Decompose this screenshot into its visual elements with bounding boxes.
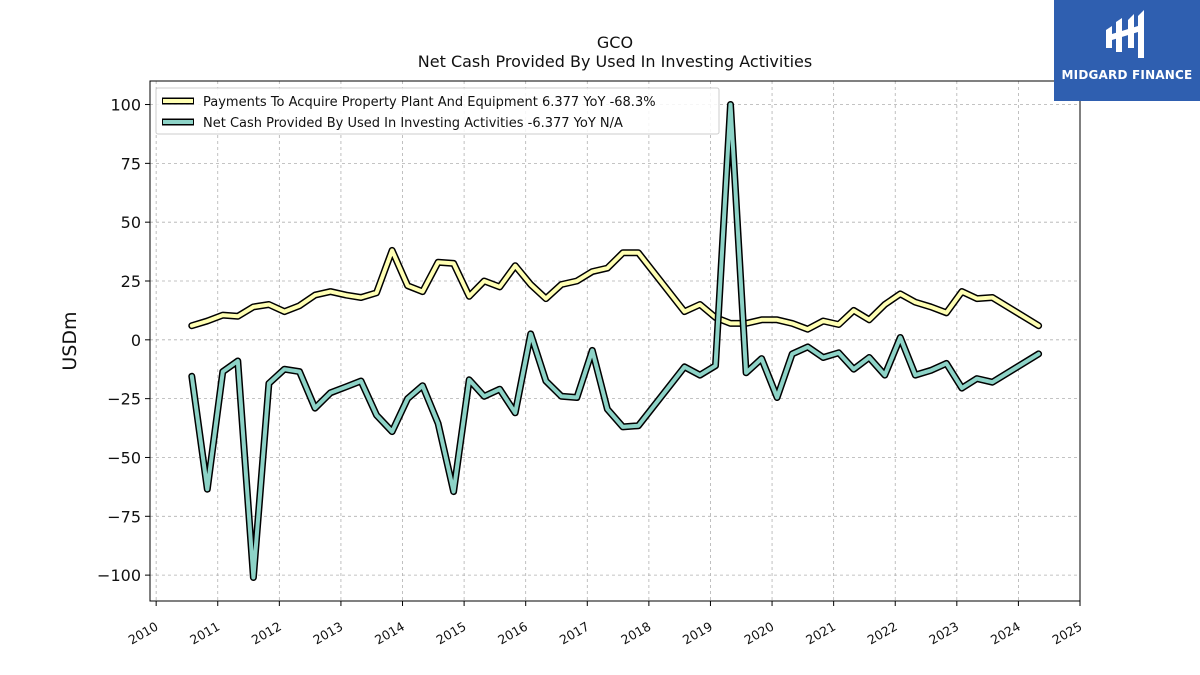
series-layer [188, 101, 1043, 581]
legend: Payments To Acquire Property Plant And E… [155, 87, 720, 135]
series-1-line [189, 102, 1041, 580]
x-tick-label: 2010 [126, 619, 161, 648]
legend-label: Net Cash Provided By Used In Investing A… [203, 116, 623, 131]
y-tick-label: −25 [107, 390, 141, 409]
y-tick-label: 0 [131, 331, 141, 350]
series-0-line [189, 248, 1041, 332]
x-tick-label: 2014 [372, 619, 407, 648]
series-1-outline [188, 101, 1043, 581]
x-tick-label: 2018 [618, 619, 653, 648]
x-tick-label: 2011 [187, 619, 222, 648]
x-tick-label: 2012 [249, 619, 284, 648]
legend-box [155, 87, 720, 135]
chart-title: GCO [596, 33, 634, 52]
plot-frame [149, 80, 1081, 602]
x-tick-label: 2025 [1049, 619, 1084, 648]
x-tick-label: 2016 [495, 619, 530, 648]
grid-lines [150, 81, 1081, 601]
x-tick-label: 2021 [803, 619, 838, 648]
x-tick-label: 2015 [434, 619, 469, 648]
logo-mark-icon [1106, 10, 1144, 58]
y-tick-label: 25 [121, 272, 141, 291]
chart-subtitle: Net Cash Provided By Used In Investing A… [417, 52, 813, 71]
logo-text: MIDGARD FINANCE [1061, 68, 1193, 82]
x-tick-label: 2022 [865, 619, 900, 648]
brand-logo: MIDGARD FINANCE [1054, 0, 1200, 101]
y-tick-label: 75 [121, 154, 141, 173]
x-tick-label: 2013 [310, 619, 345, 648]
x-tick-label: 2019 [680, 619, 715, 648]
x-tick-label: 2024 [988, 619, 1023, 648]
x-tick-label: 2017 [557, 619, 592, 648]
x-tick-label: 2023 [926, 619, 961, 648]
y-tick-label: 100 [110, 96, 141, 115]
y-tick-label: −75 [107, 507, 141, 526]
x-tick-label: 2020 [742, 619, 777, 648]
y-tick-label: 50 [121, 213, 141, 232]
y-axis-label: USDm [59, 311, 81, 370]
legend-label: Payments To Acquire Property Plant And E… [203, 95, 656, 110]
y-tick-label: −50 [107, 448, 141, 467]
y-tick-label: −100 [97, 566, 141, 585]
